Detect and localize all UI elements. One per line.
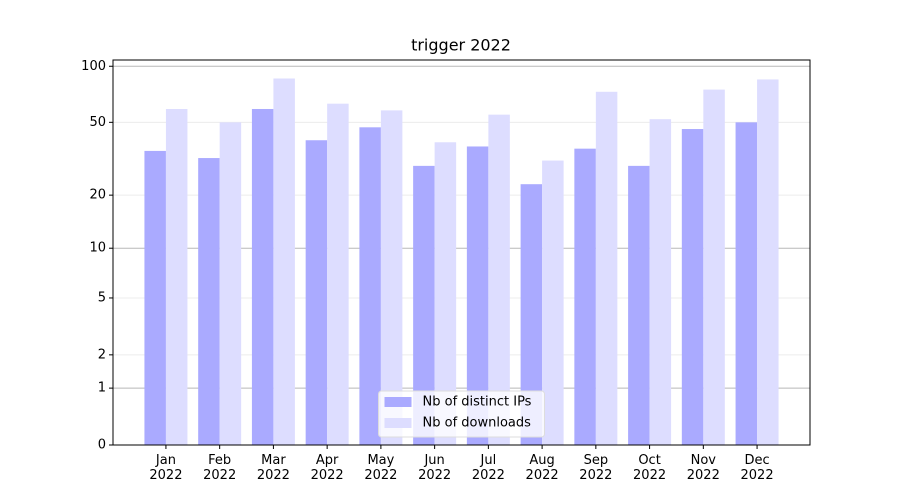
x-tick-label: Nov 2022 <box>686 453 720 483</box>
x-tick-label: Apr 2022 <box>310 453 344 483</box>
bar <box>574 148 596 445</box>
bar <box>757 79 779 446</box>
bar <box>466 146 489 446</box>
x-tick-label: Jun 2022 <box>418 453 452 483</box>
y-tick-label: 10 <box>89 241 106 256</box>
bar <box>273 78 295 446</box>
bar <box>413 165 435 445</box>
bar <box>434 142 457 445</box>
y-tick-label: 0 <box>98 438 106 453</box>
bar <box>681 129 704 445</box>
legend: Nb of distinct IPs Nb of downloads <box>378 390 545 438</box>
x-tick-label: Dec 2022 <box>740 453 774 483</box>
bar <box>251 108 274 445</box>
y-tick-label: 2 <box>98 347 106 362</box>
y-tick-label: 100 <box>81 59 106 74</box>
y-tick-label: 1 <box>98 381 106 396</box>
bar <box>144 150 166 446</box>
chart-title: trigger 2022 <box>411 36 511 55</box>
bar <box>542 160 564 445</box>
bar <box>327 103 349 445</box>
legend-label: Nb of downloads <box>423 416 532 431</box>
x-tick-label: Mar 2022 <box>256 453 290 483</box>
bar <box>703 89 725 445</box>
bar <box>649 119 672 445</box>
x-tick-label: Oct 2022 <box>633 453 667 483</box>
bar <box>359 127 381 445</box>
x-tick-label: Sep 2022 <box>579 453 613 483</box>
y-tick-label: 20 <box>89 188 106 203</box>
legend-box <box>378 390 545 438</box>
bar <box>305 140 328 445</box>
legend-swatch <box>384 397 412 407</box>
bar <box>380 110 403 445</box>
x-tick-label: May 2022 <box>364 453 398 483</box>
bar <box>219 122 242 445</box>
x-tick-label: Aug 2022 <box>525 453 559 483</box>
bar <box>735 122 758 445</box>
bar <box>165 108 188 445</box>
bar <box>628 165 650 445</box>
x-tick-label: Jan 2022 <box>149 453 183 483</box>
bar <box>198 158 220 445</box>
x-tick-label: Jul 2022 <box>471 453 505 483</box>
plot-frame <box>112 59 811 446</box>
bar <box>520 184 543 445</box>
bar <box>488 114 510 445</box>
y-tick-label: 5 <box>98 290 106 305</box>
legend-label: Nb of distinct IPs <box>423 395 532 410</box>
x-tick-label: Feb 2022 <box>203 453 237 483</box>
bar <box>595 91 618 445</box>
y-tick-label: 50 <box>89 115 106 130</box>
legend-swatch <box>384 418 412 428</box>
